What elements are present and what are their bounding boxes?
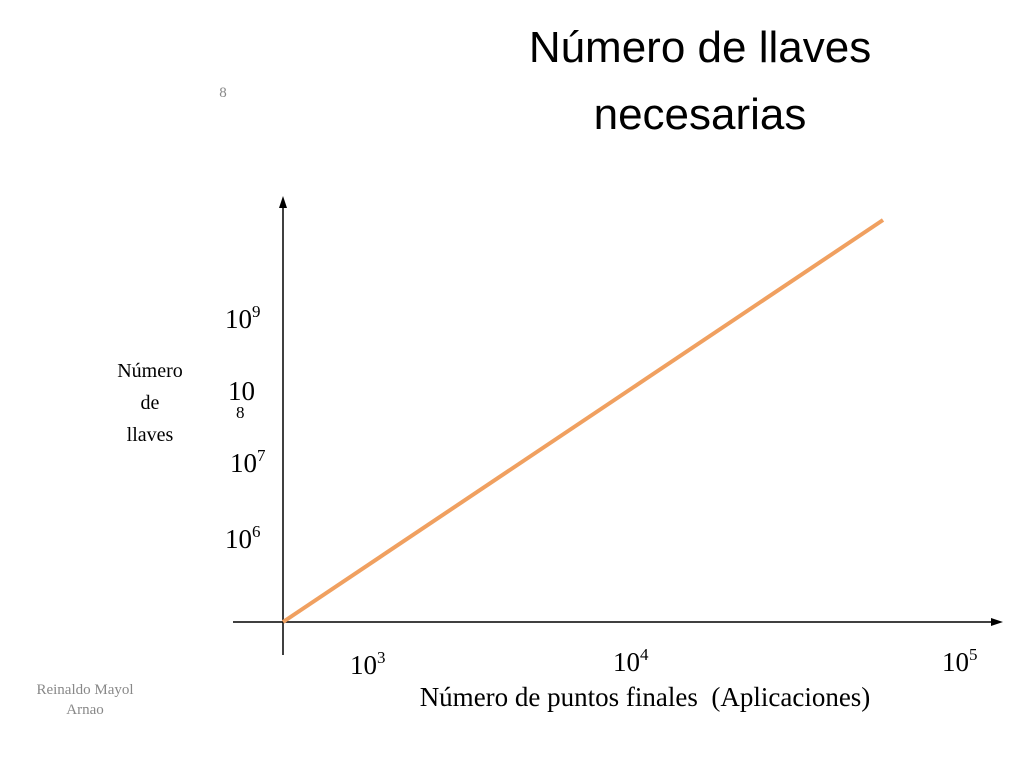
text-part: 3 [377, 648, 386, 667]
text-part: 9 [252, 302, 261, 321]
text-part: 10 [230, 448, 257, 478]
text-part: 10 [350, 650, 377, 680]
title-line: necesarias [594, 90, 807, 139]
stray-mark: 8 [219, 85, 227, 101]
footer: Reinaldo Mayol [36, 682, 133, 698]
y-tick-label: 106 [225, 522, 261, 554]
y-arrow [279, 196, 287, 208]
y-tick-label: 109 [225, 302, 261, 334]
text-part: 7 [257, 446, 266, 465]
footer: Arnao [66, 702, 104, 718]
x-tick-label: 104 [613, 645, 649, 677]
text-part: 5 [969, 645, 978, 664]
y-tick-label: 107 [230, 446, 266, 478]
text-part: 4 [640, 645, 649, 664]
x-tick-label: 103 [350, 648, 386, 680]
text-part: 10 [225, 524, 252, 554]
trend-line [281, 218, 885, 624]
text-part: 10 [225, 304, 252, 334]
x-axis-label: Número de puntos finales (Aplicaciones) [420, 682, 871, 712]
y-tick-label: 10 [228, 376, 255, 406]
text-part: 6 [252, 522, 261, 541]
y-axis-label: de [141, 392, 160, 414]
text-part: 10 [942, 647, 969, 677]
y-axis-label: llaves [127, 424, 174, 446]
y-axis-label: Número [117, 360, 183, 382]
x-tick-label: 105 [942, 645, 978, 677]
title-line: Número de llaves [529, 23, 871, 72]
x-arrow [991, 618, 1003, 626]
text-part: 10 [613, 647, 640, 677]
y-tick-exp: 8 [236, 403, 245, 422]
